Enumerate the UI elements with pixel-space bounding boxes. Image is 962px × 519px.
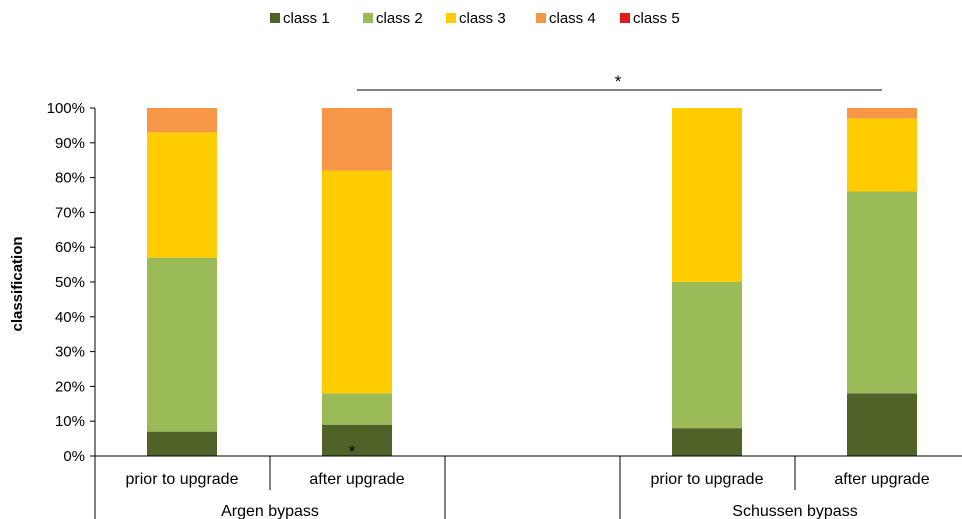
y-tick-label: 60% (55, 239, 85, 256)
bar-segment (322, 424, 392, 456)
y-tick-label: 0% (63, 448, 85, 465)
bar-segment (847, 393, 917, 456)
y-tick-label: 10% (55, 413, 85, 430)
legend-swatch (620, 13, 630, 23)
legend: class 1 class 2 class 3 class 4 class 5 (270, 10, 680, 27)
legend-label: class 1 (283, 10, 330, 27)
y-axis-label: classification (9, 236, 26, 331)
x-group-label: Argen bypass (221, 503, 319, 519)
x-tick-label: after upgrade (834, 471, 929, 488)
legend-swatch (363, 13, 373, 23)
bar-segment (322, 170, 392, 394)
legend-swatch (270, 13, 280, 23)
bar-segment (847, 191, 917, 394)
legend-label: class 5 (633, 10, 680, 27)
x-group-label: Schussen bypass (732, 503, 857, 519)
bar-segment (322, 393, 392, 425)
y-tick-label: 80% (55, 170, 85, 187)
y-axis: 0% 10% 20% 30% 40% 50% 60% 70% 80% 90% 100% (47, 100, 96, 465)
bar-segment (847, 118, 917, 192)
legend-label: class 3 (459, 10, 506, 27)
bar-segment (672, 282, 742, 429)
bar-segment (322, 108, 392, 171)
bar-segment (147, 431, 217, 456)
bars (147, 108, 917, 456)
y-tick-label: 100% (47, 100, 85, 117)
significance-marker: * (349, 442, 356, 461)
legend-swatch (536, 13, 546, 23)
x-tick-label: prior to upgrade (651, 471, 764, 488)
bar-segment (147, 132, 217, 258)
bar-segment (147, 257, 217, 432)
y-tick-label: 30% (55, 344, 85, 361)
bar-segment (847, 108, 917, 119)
y-tick-label: 90% (55, 135, 85, 152)
legend-label: class 2 (376, 10, 423, 27)
annotations: ** (349, 72, 882, 461)
legend-label: class 4 (549, 10, 596, 27)
y-tick-label: 20% (55, 378, 85, 395)
legend-swatch (446, 13, 456, 23)
x-axis: prior to upgrade after upgrade prior to up… (94, 455, 962, 519)
y-tick-label: 70% (55, 204, 85, 221)
y-tick-label: 50% (55, 274, 85, 291)
x-tick-label: after upgrade (309, 471, 404, 488)
bar-segment (672, 428, 742, 456)
significance-marker: * (615, 72, 622, 91)
bar-segment (672, 108, 742, 282)
bar-segment (147, 108, 217, 133)
y-tick-label: 40% (55, 309, 85, 326)
x-tick-label: prior to upgrade (126, 471, 239, 488)
